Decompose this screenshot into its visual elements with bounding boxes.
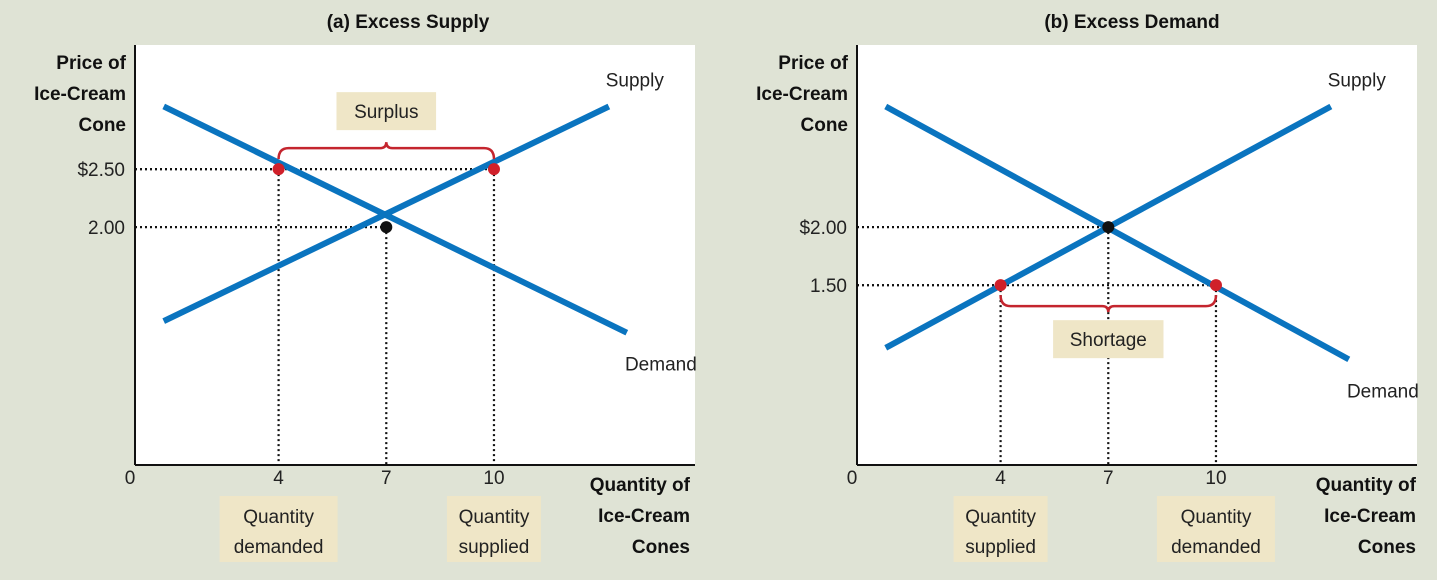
quantity-label-line: Quantity <box>459 507 530 528</box>
equilibrium-point <box>1102 221 1115 234</box>
quantity-label-line: supplied <box>965 537 1036 558</box>
origin-label: 0 <box>125 468 136 489</box>
x-tick-label: 7 <box>381 468 392 489</box>
demand-label: Demand <box>1347 381 1419 402</box>
y-tick-label: 2.00 <box>88 218 125 239</box>
x-axis-label-line: Cones <box>632 537 690 558</box>
equilibrium-point <box>380 221 393 234</box>
y-axis-label-line: Ice-Cream <box>756 84 848 105</box>
supply-label: Supply <box>1328 70 1387 91</box>
chart-panel-excess-demand: (b) Excess Demand Price of Ice-Cream Cone Qu… <box>756 12 1419 562</box>
demand-label: Demand <box>625 355 697 376</box>
y-tick-label: $2.50 <box>77 160 125 181</box>
y-axis-label-line: Cone <box>801 115 849 136</box>
quantity-label-line: demanded <box>1171 537 1261 558</box>
price-quantity-point <box>994 279 1007 292</box>
x-axis-label-line: Ice-Cream <box>1324 506 1416 527</box>
x-tick-label: 10 <box>483 468 504 489</box>
brace-label-box <box>1053 320 1164 359</box>
price-quantity-point <box>272 163 285 176</box>
x-tick-label: 4 <box>995 468 1006 489</box>
price-quantity-point <box>1209 279 1222 292</box>
demand-curve <box>884 103 1351 363</box>
x-axis-label-line: Quantity of <box>590 475 691 496</box>
quantity-label-line: Quantity <box>243 507 314 528</box>
y-tick-label: $2.00 <box>799 218 847 239</box>
y-tick-label: 1.50 <box>810 276 847 297</box>
y-axis-label-line: Cone <box>79 115 127 136</box>
price-quantity-point <box>487 163 500 176</box>
y-axis-label-line: Ice-Cream <box>34 84 126 105</box>
demand-curve <box>162 103 629 336</box>
quantity-label-box <box>219 496 338 562</box>
bracket-surplus <box>277 142 496 160</box>
x-tick-label: 10 <box>1205 468 1226 489</box>
x-axis-label-line: Quantity of <box>1316 475 1417 496</box>
brace-label-box <box>336 92 437 131</box>
supply-label: Supply <box>606 70 665 91</box>
quantity-label-line: demanded <box>234 537 324 558</box>
quantity-label-line: Quantity <box>1181 507 1252 528</box>
shortage-label: Shortage <box>1070 330 1147 351</box>
x-axis-label-line: Cones <box>1358 537 1416 558</box>
y-axis-label-line: Price of <box>778 53 848 74</box>
quantity-label-box <box>1156 496 1275 562</box>
x-axis-label-line: Ice-Cream <box>598 506 690 527</box>
chart-title: (b) Excess Demand <box>1044 12 1219 33</box>
chart-panel-excess-supply: (a) Excess Supply Price of Ice-Cream Cone Qu… <box>34 12 697 562</box>
quantity-label-box <box>446 496 541 562</box>
origin-label: 0 <box>847 468 858 489</box>
surplus-label: Surplus <box>354 102 418 123</box>
y-axis-label-line: Price of <box>56 53 126 74</box>
x-tick-label: 4 <box>273 468 284 489</box>
x-tick-label: 7 <box>1103 468 1114 489</box>
plot-area <box>857 45 1417 465</box>
quantity-label-box <box>953 496 1048 562</box>
quantity-label-line: Quantity <box>965 507 1036 528</box>
quantity-label-line: supplied <box>459 537 530 558</box>
chart-title: (a) Excess Supply <box>327 12 490 33</box>
